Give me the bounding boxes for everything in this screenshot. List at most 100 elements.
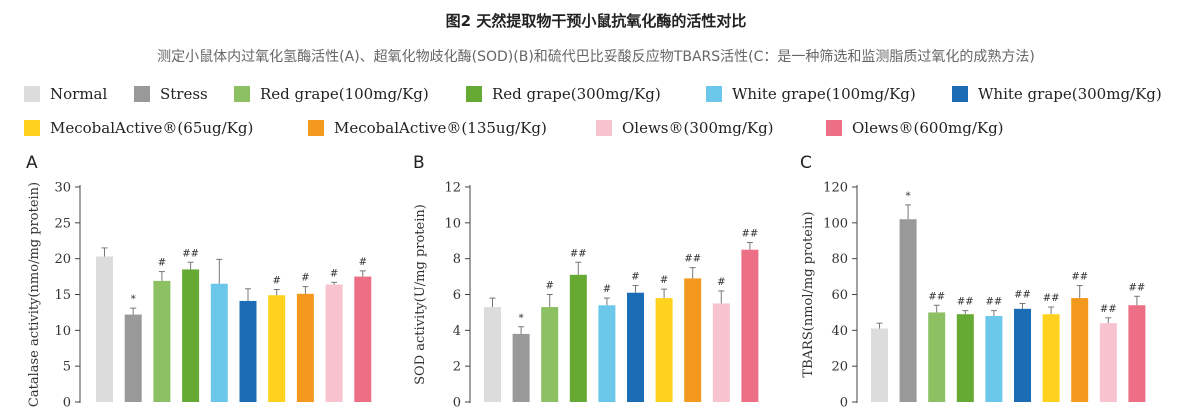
legend-label: White grape(100mg/Kg) <box>732 85 916 103</box>
y-tick-label: 20 <box>831 360 848 375</box>
y-tick-label: 10 <box>444 216 461 231</box>
legend-swatch <box>24 120 40 136</box>
significance-marker: ## <box>1043 293 1060 304</box>
y-tick-label: 5 <box>63 360 71 375</box>
significance-marker: ## <box>957 297 974 308</box>
y-tick-label: 60 <box>831 288 848 303</box>
significance-marker: # <box>359 257 367 268</box>
bar <box>182 269 200 402</box>
y-tick-label: 25 <box>54 216 71 231</box>
legend-label: MecobalActive®(65ug/Kg) <box>50 119 254 137</box>
significance-marker: # <box>273 275 281 286</box>
legend-item: Stress <box>134 84 208 104</box>
figure-subtitle: 测定小鼠体内过氧化氢酶活性(A)、超氧化物歧化酶(SOD)(B)和硫代巴比妥酸反… <box>157 49 1035 65</box>
significance-marker: # <box>301 273 309 284</box>
significance-marker: ## <box>928 291 945 302</box>
significance-marker: ## <box>1071 272 1088 283</box>
bar <box>655 298 673 402</box>
legend-swatch <box>24 86 40 102</box>
figure-title: 图2 天然提取物干预小鼠抗氧化酶的活性对比 <box>445 12 747 30</box>
y-axis-label: TBARS(nmol/mg protein) <box>801 211 816 377</box>
legend-swatch <box>308 120 324 136</box>
y-tick-label: 80 <box>831 252 848 267</box>
significance-marker: # <box>631 272 639 283</box>
bar <box>239 300 257 402</box>
panel-letter: A <box>26 153 38 173</box>
significance-marker: ## <box>986 297 1003 308</box>
bar <box>985 316 1003 402</box>
significance-marker: # <box>660 275 668 286</box>
y-tick-label: 30 <box>54 181 71 196</box>
y-tick-label: 8 <box>453 252 461 267</box>
legend-swatch <box>706 86 722 102</box>
legend-item: White grape(100mg/Kg) <box>706 84 916 104</box>
legend-label: Stress <box>160 85 208 103</box>
bar <box>354 276 372 402</box>
bar <box>684 278 702 402</box>
legend-label: Olews®(600mg/Kg) <box>852 119 1004 137</box>
legend-swatch <box>234 86 250 102</box>
y-tick-label: 4 <box>453 324 461 339</box>
y-tick-label: 6 <box>453 288 461 303</box>
bar <box>569 274 587 402</box>
y-tick-label: 100 <box>823 216 848 231</box>
significance-marker: ## <box>182 248 199 259</box>
legend-item: White grape(300mg/Kg) <box>952 84 1162 104</box>
y-tick-label: 0 <box>63 396 71 411</box>
significance-marker: ## <box>1129 282 1146 293</box>
legend-item: Red grape(100mg/Kg) <box>234 84 429 104</box>
y-tick-label: 10 <box>54 324 71 339</box>
bar <box>96 256 113 402</box>
legend-swatch <box>952 86 968 102</box>
y-tick-label: 20 <box>54 252 71 267</box>
bar <box>1128 305 1146 402</box>
significance-marker: # <box>717 277 725 288</box>
y-tick-label: 0 <box>453 396 461 411</box>
legend-label: Normal <box>50 85 108 103</box>
legend-item: Olews®(600mg/Kg) <box>826 118 1004 138</box>
legend-item: Olews®(300mg/Kg) <box>596 118 774 138</box>
legend-swatch <box>826 120 842 136</box>
significance-marker: ## <box>1014 289 1031 300</box>
significance-marker: ## <box>1100 304 1117 315</box>
bar <box>712 303 730 402</box>
bar <box>871 328 888 402</box>
bar <box>956 314 974 402</box>
legend-item: MecobalActive®(65ug/Kg) <box>24 118 253 138</box>
y-axis-label: Catalase activity(nmo/mg protein) <box>27 182 42 407</box>
bar <box>541 307 559 402</box>
bar <box>325 284 343 402</box>
y-tick-label: 12 <box>444 181 461 196</box>
bar <box>1099 323 1117 402</box>
legend-label: White grape(300mg/Kg) <box>978 85 1162 103</box>
significance-marker: # <box>158 258 166 269</box>
bar <box>627 292 644 402</box>
bar <box>1014 308 1031 402</box>
significance-marker: * <box>906 191 911 202</box>
legend-label: Red grape(300mg/Kg) <box>492 85 661 103</box>
y-tick-label: 2 <box>453 360 461 375</box>
bar <box>598 305 616 402</box>
significance-marker: * <box>519 313 524 324</box>
bar <box>153 280 171 402</box>
significance-marker: ## <box>684 254 701 265</box>
y-tick-label: 0 <box>840 396 848 411</box>
bar <box>268 295 286 402</box>
panel-letter: B <box>413 153 425 173</box>
y-tick-label: 120 <box>823 181 848 196</box>
legend-swatch <box>134 86 150 102</box>
bar <box>210 283 228 402</box>
y-axis-label: SOD activity(U/mg protein) <box>413 204 428 385</box>
bar <box>741 249 759 402</box>
significance-marker: # <box>330 268 338 279</box>
bar <box>124 314 142 402</box>
legend-item: Red grape(300mg/Kg) <box>466 84 661 104</box>
significance-marker: # <box>546 281 554 292</box>
bar <box>296 293 314 402</box>
bar <box>1071 298 1089 402</box>
legend-label: Red grape(100mg/Kg) <box>260 85 429 103</box>
legend-swatch <box>596 120 612 136</box>
bar <box>1042 314 1060 402</box>
significance-marker: ## <box>570 248 587 259</box>
